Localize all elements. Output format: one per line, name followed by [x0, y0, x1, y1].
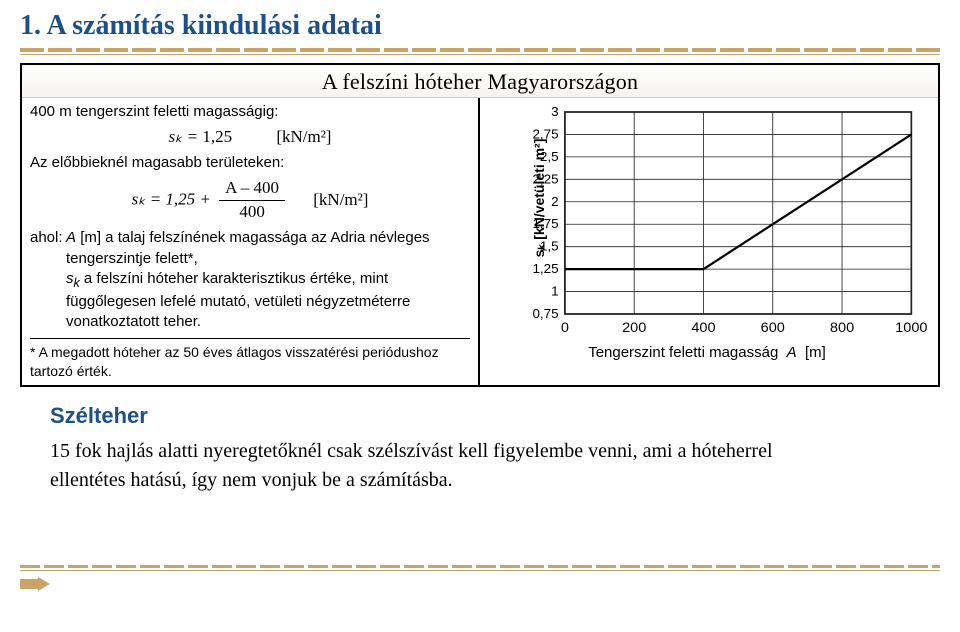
- title-rule-thin: [20, 54, 940, 55]
- panel-title: A felszíni hóteher Magyarországon: [22, 65, 938, 98]
- title-text: 1. A számítás kiindulási adatai: [20, 10, 382, 41]
- eq1: sₖ = 1,25 [kN/m²]: [30, 122, 470, 153]
- snow-load-chart: 32,752,52,2521,751,51,2510,7502004006008…: [484, 102, 930, 342]
- panel-right: sₖ [kN/vetületi m²] 32,752,52,2521,751,5…: [480, 98, 938, 385]
- svg-text:400: 400: [691, 320, 715, 336]
- wind-load-heading: Szélteher: [50, 403, 940, 429]
- panel-left: 400 m tengerszint feletti magasságig: sₖ…: [22, 98, 480, 385]
- svg-text:800: 800: [830, 320, 854, 336]
- footnote: * A megadott hóteher az 50 éves átlagos …: [30, 338, 470, 381]
- page-title: 1. A számítás kiindulási adatai: [20, 10, 940, 42]
- defSk: a felszíni hóteher karakterisztikus érté…: [66, 270, 410, 330]
- chart-x-label: Tengerszint feletti magasság A [m]: [484, 342, 930, 361]
- svg-text:0,75: 0,75: [532, 306, 558, 321]
- svg-text:1000: 1000: [895, 320, 927, 336]
- title-rule: [20, 48, 940, 52]
- line1: 400 m tengerszint feletti magasságig:: [30, 102, 470, 122]
- svg-text:1,25: 1,25: [532, 261, 558, 276]
- svg-text:0: 0: [561, 320, 569, 336]
- svg-text:200: 200: [622, 320, 646, 336]
- svg-text:1: 1: [551, 284, 559, 299]
- svg-text:600: 600: [761, 320, 785, 336]
- footer-rule-thin: [20, 570, 940, 571]
- wind-load-text: 15 fok hajlás alatti nyeregtetőknél csak…: [50, 437, 830, 495]
- footer-arrow-icon: [20, 577, 50, 591]
- defA: [m] a talaj felszínének magassága az Adr…: [66, 229, 430, 266]
- svg-text:2: 2: [551, 194, 559, 209]
- footer-rule: [20, 565, 940, 568]
- eq2: sₖ = 1,25 + A – 400 400 [kN/m²]: [30, 173, 470, 228]
- svg-text:3: 3: [551, 104, 559, 119]
- chart-y-label: sₖ [kN/vetületi m²]: [531, 139, 548, 258]
- definitions: ahol: A [m] a talaj felszínének magasság…: [30, 228, 470, 332]
- line2: Az előbbieknél magasabb területeken:: [30, 153, 470, 173]
- snow-load-panel: A felszíni hóteher Magyarországon 400 m …: [20, 63, 940, 387]
